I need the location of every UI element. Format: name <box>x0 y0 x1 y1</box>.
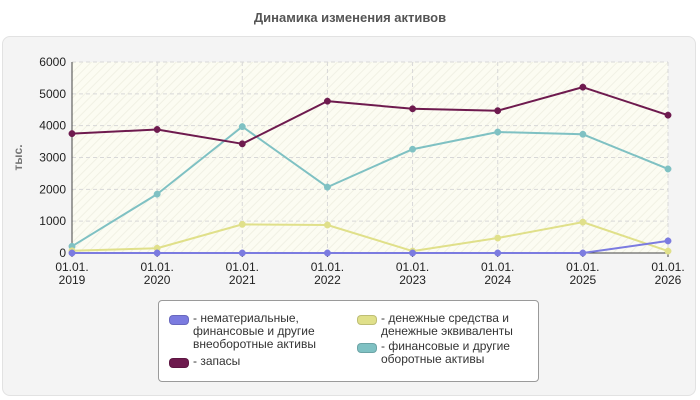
series-line <box>71 86 669 145</box>
data-point <box>323 97 331 105</box>
chart-legend: - нематериальные, финансовые и другие вн… <box>158 300 539 382</box>
data-point <box>238 140 246 148</box>
data-point <box>153 126 161 133</box>
data-point <box>664 165 672 173</box>
data-point <box>664 237 672 245</box>
data-point <box>494 107 502 115</box>
y-tick-label: 6000 <box>39 55 66 69</box>
data-point <box>579 83 587 91</box>
x-tick-label: 01.01. 2024 <box>481 260 514 287</box>
y-tick-label: 2000 <box>39 182 66 196</box>
data-point <box>494 128 502 136</box>
data-point <box>409 145 417 153</box>
data-point <box>323 249 331 257</box>
x-tick-label: 01.01. 2021 <box>226 260 259 287</box>
data-point <box>68 249 76 257</box>
legend-item-cash: - денежные средства и денежные эквивален… <box>357 312 513 338</box>
y-axis-label: тыс. <box>11 144 25 170</box>
chart-title: Динамика изменения активов <box>253 10 447 25</box>
legend-swatch <box>357 315 377 325</box>
data-point <box>664 111 672 119</box>
legend-swatch <box>169 315 189 325</box>
legend-label: - запасы <box>193 354 241 368</box>
legend-item-inventory: - запасы <box>169 355 240 368</box>
legend-swatch <box>357 343 377 353</box>
data-point <box>409 105 417 113</box>
legend-label: - нематериальные, финансовые и другие вн… <box>193 311 316 351</box>
y-tick-label: 1000 <box>39 214 66 228</box>
data-point <box>409 249 417 257</box>
x-tick-label: 01.01. 2020 <box>140 260 173 287</box>
x-tick-label: 01.01. 2025 <box>566 260 599 287</box>
data-point <box>494 249 502 257</box>
data-point <box>238 249 246 257</box>
y-tick-label: 4000 <box>39 119 66 133</box>
data-point <box>664 247 672 255</box>
y-tick-label: 5000 <box>39 87 66 101</box>
data-point <box>494 234 502 242</box>
x-tick-label: 01.01. 2026 <box>651 260 684 287</box>
data-point <box>579 249 587 257</box>
x-tick-label: 01.01. 2023 <box>396 260 429 287</box>
legend-swatch <box>169 358 189 368</box>
legend-item-current-assets: - финансовые и другие оборотные активы <box>357 340 510 366</box>
data-point <box>238 220 246 228</box>
data-point <box>238 123 246 131</box>
data-point <box>579 130 587 138</box>
legend-label: - денежные средства и денежные эквивален… <box>381 311 513 338</box>
data-point <box>579 218 587 226</box>
y-tick-label: 0 <box>59 246 66 260</box>
series-line <box>71 221 669 253</box>
data-point <box>153 190 161 198</box>
legend-label: - финансовые и другие оборотные активы <box>381 339 510 366</box>
data-point <box>68 130 76 138</box>
data-point <box>153 249 161 257</box>
data-point <box>323 221 331 229</box>
data-point <box>323 183 331 191</box>
x-tick-label: 01.01. 2022 <box>311 260 344 287</box>
series-line <box>72 239 669 254</box>
y-tick-label: 3000 <box>39 151 66 165</box>
x-tick-label: 01.01. 2019 <box>55 260 88 287</box>
series-line <box>71 125 669 248</box>
legend-item-intangible: - нематериальные, финансовые и другие вн… <box>169 312 316 351</box>
